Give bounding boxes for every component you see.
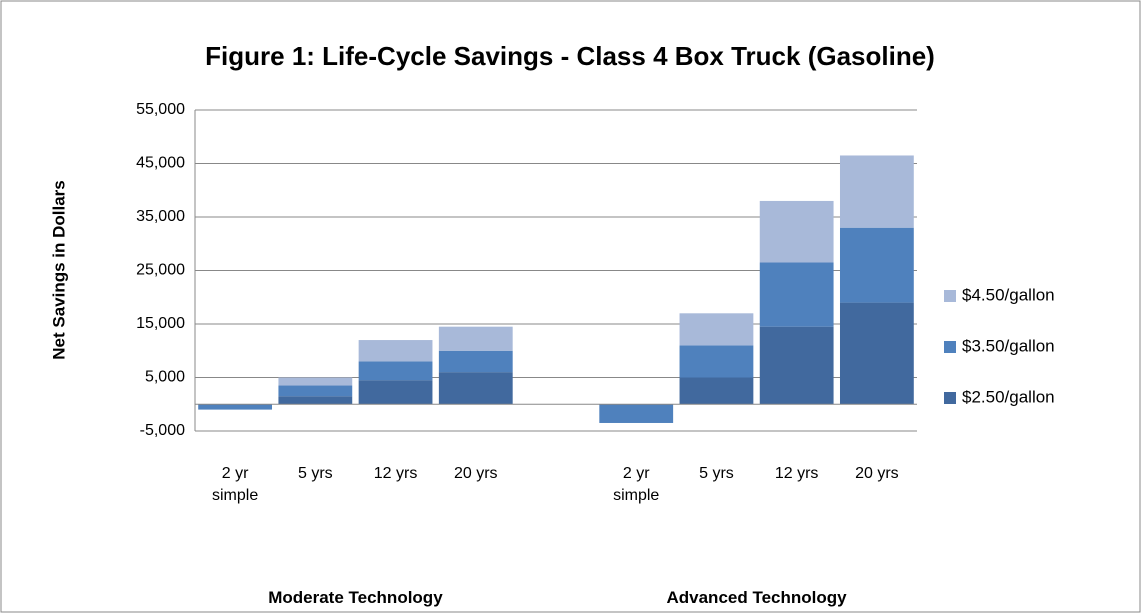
bar-segment [438, 350, 513, 373]
bar-segment [278, 385, 353, 397]
bar-segment [358, 340, 433, 362]
legend-swatch [944, 392, 956, 404]
bar-segment [759, 262, 834, 327]
chart-title: Figure 1: Life-Cycle Savings - Class 4 B… [205, 41, 935, 71]
bar-segment [278, 396, 353, 405]
x-tick-label: 20 yrs [453, 465, 498, 482]
legend-label: $2.50/gallon [962, 387, 1055, 406]
y-tick-label: -5,000 [140, 422, 185, 439]
bar-segment [839, 227, 914, 303]
bar-segment [599, 404, 674, 423]
bar-segment [839, 302, 914, 405]
y-tick-label: 55,000 [136, 101, 185, 118]
bar-segment [759, 326, 834, 405]
bar-segment [358, 380, 433, 405]
x-tick-label: 5 yrs [297, 465, 333, 482]
legend-swatch [944, 341, 956, 353]
group-label: Moderate Technology [268, 588, 443, 607]
bar-segment [839, 155, 914, 228]
x-tick-label: 12 yrs [373, 465, 418, 482]
x-tick-label: 2 yr simple [613, 465, 660, 504]
bar-segment [438, 326, 513, 351]
legend-label: $4.50/gallon [962, 285, 1055, 304]
y-axis-title: Net Savings in Dollars [49, 180, 68, 360]
group-label: Advanced Technology [666, 588, 847, 607]
bar-segment [198, 404, 273, 410]
legend-swatch [944, 290, 956, 302]
bar-segment [679, 313, 754, 346]
y-tick-label: 15,000 [136, 315, 185, 332]
y-tick-label: 45,000 [136, 155, 185, 172]
bar-segment [679, 345, 754, 378]
legend-label: $3.50/gallon [962, 336, 1055, 355]
x-tick-label: 5 yrs [699, 465, 734, 482]
bar-segment [278, 377, 353, 386]
bar-segment [759, 200, 834, 263]
x-tick-label: 20 yrs [855, 465, 899, 482]
y-tick-label: 35,000 [136, 208, 185, 225]
bar-segment [679, 377, 754, 405]
y-tick-label: 25,000 [136, 262, 185, 279]
x-tick-label: 12 yrs [774, 465, 819, 482]
bar-segment [358, 361, 433, 381]
y-tick-label: 5,000 [145, 369, 185, 386]
bar-segment [438, 372, 513, 405]
x-tick-label: 2 yr simple [211, 465, 259, 504]
